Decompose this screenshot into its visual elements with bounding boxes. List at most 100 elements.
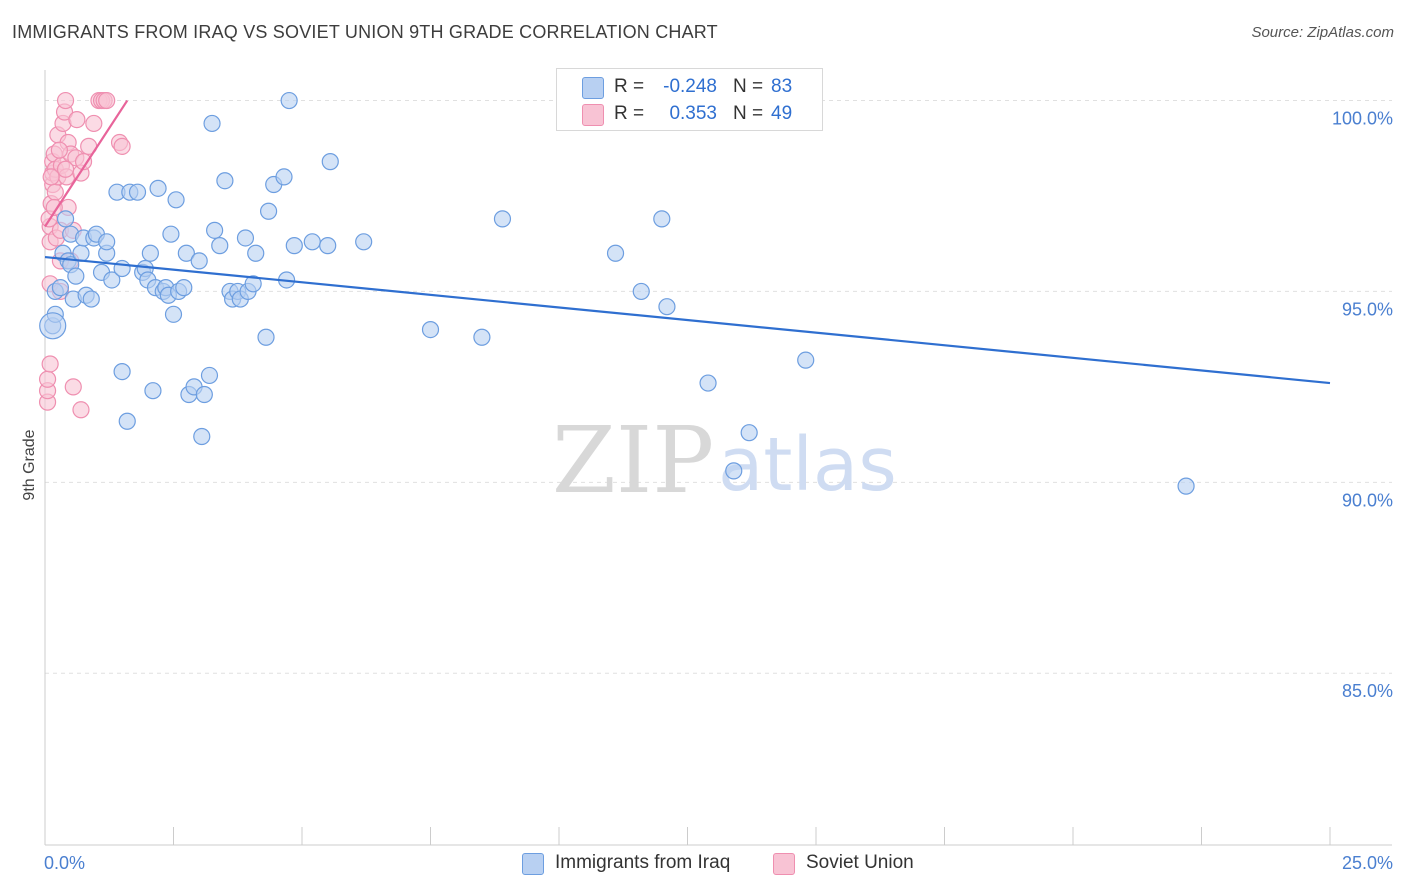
iraq-point-59 [244,275,262,293]
y-axis-label: 9th Grade [21,429,38,500]
watermark: ZIP atlas [552,407,897,514]
watermark-zip: ZIP [552,407,714,514]
y-tick-labels: 100.0% 95.0% 90.0% 85.0% [1332,109,1393,702]
iraq-point-77 [653,210,671,228]
legend-r-label: R = [614,76,645,97]
x-tick-labels: 0.0% 25.0% [44,853,1393,873]
y-tick-label-3: 85.0% [1342,681,1393,701]
iraq-point-72 [421,321,440,339]
iraq-point-23 [113,363,131,381]
soviet-union-point-29 [64,378,82,396]
iraq-point-11 [72,244,90,262]
iraq-point-76 [632,282,650,301]
iraq-point-67 [285,237,303,255]
iraq-point-64 [275,168,293,186]
iraq-point-22 [113,259,131,278]
iraq-point-71 [355,233,373,251]
iraq-point-61 [257,328,275,346]
iraq-point-49 [203,114,221,133]
iraq-point-42 [177,244,195,262]
grid-lines [45,100,1392,674]
iraq-point-3 [51,279,70,297]
iraq-point-48 [200,366,219,385]
correlation-legend: R = -0.248 N = 83 R = 0.353 N = 49 [556,68,823,131]
iraq-point-39 [167,191,185,209]
iraq-point-24 [118,412,136,430]
iraq-point-73 [473,328,491,346]
soviet-union-point-2 [38,370,57,388]
iraq-point-75 [606,244,625,262]
legend-r-value: 0.353 [669,103,717,124]
legend-r-value: -0.248 [663,76,717,97]
x-tick-label-1: 25.0% [1342,853,1393,873]
legend-swatch-pink [582,104,604,126]
soviet-union-point-42 [113,137,131,155]
chart-title: IMMIGRANTS FROM IRAQ VS SOVIET UNION 9TH… [12,22,718,42]
iraq-point-74 [493,210,512,228]
iraq-point-83 [1177,477,1195,495]
y-tick-label-0: 100.0% [1332,109,1393,129]
trend-lines [44,99,1331,385]
iraq-point-45 [190,252,208,270]
iraq-point-20 [103,271,121,289]
soviet-union-point-45 [50,141,68,159]
iraq-point-70 [321,153,339,171]
iraq-trend-line [44,255,1331,385]
iraq-point-79 [699,374,717,392]
axes [44,70,1392,846]
iraq-point-68 [303,233,321,251]
iraq-point-78 [658,298,676,316]
iraq-point-80 [740,424,758,442]
iraq-point-82 [797,351,815,369]
soviet-union-point-22 [56,91,75,110]
soviet-union-point-47 [42,168,60,186]
iraq-point-50 [206,221,224,239]
iraq-point-5 [56,210,75,228]
x-tick-label-0: 0.0% [44,853,85,873]
soviet-union-point-33 [72,401,90,419]
legend-n-value: 83 [771,76,793,97]
y-tick-label-2: 90.0% [1342,490,1393,510]
legend-swatch-blue [522,853,544,875]
iraq-point-52 [216,172,234,190]
soviet-union-point-44 [45,198,63,217]
legend-swatch-pink [773,853,795,875]
legend-label-soviet: Soviet Union [806,852,914,873]
iraq-point-10 [67,267,85,285]
iraq-point-51 [211,237,229,255]
series-legend: Immigrants from Iraq Soviet Union [0,852,1406,878]
soviet-union-point-34 [74,153,93,171]
iraq-point-37 [162,225,180,243]
iraq-point-47 [195,385,213,404]
soviet-union-point-3 [41,355,59,373]
y-tick-label-1: 95.0% [1342,299,1393,319]
legend-row-iraq: R = -0.248 N = 83 [557,74,822,100]
iraq-point-62 [259,202,278,220]
iraq-point-14 [82,290,100,308]
legend-row-soviet: R = 0.353 N = 49 [557,101,822,127]
soviet-union-point-36 [85,114,103,133]
legend-n-label: N = [733,76,764,97]
chart-source: Source: ZipAtlas.com [1251,24,1394,41]
iraq-point-46 [193,427,211,446]
soviet-union-point-13 [46,183,64,201]
iraq-point-38 [164,305,183,323]
iraq-point-66 [280,91,298,110]
iraq-point-81 [725,462,743,480]
iraq-point-30 [141,244,159,262]
legend-n-value: 49 [771,103,793,124]
iraq-point-69 [319,237,337,255]
soviet-union-point-40 [98,91,116,110]
soviet-union-point-46 [56,160,75,178]
soviet-union-point-31 [68,111,86,129]
legend-n-label: N = [733,103,764,124]
iraq-point-60 [247,244,265,262]
legend-r-label: R = [614,103,645,124]
soviet-union-trend-line [44,99,129,228]
iraq-point-57 [236,229,255,247]
iraq-point-41 [175,279,193,297]
legend-label-iraq: Immigrants from Iraq [555,852,731,873]
iraq-point-cluster [39,312,67,340]
legend-swatch-blue [582,77,604,99]
